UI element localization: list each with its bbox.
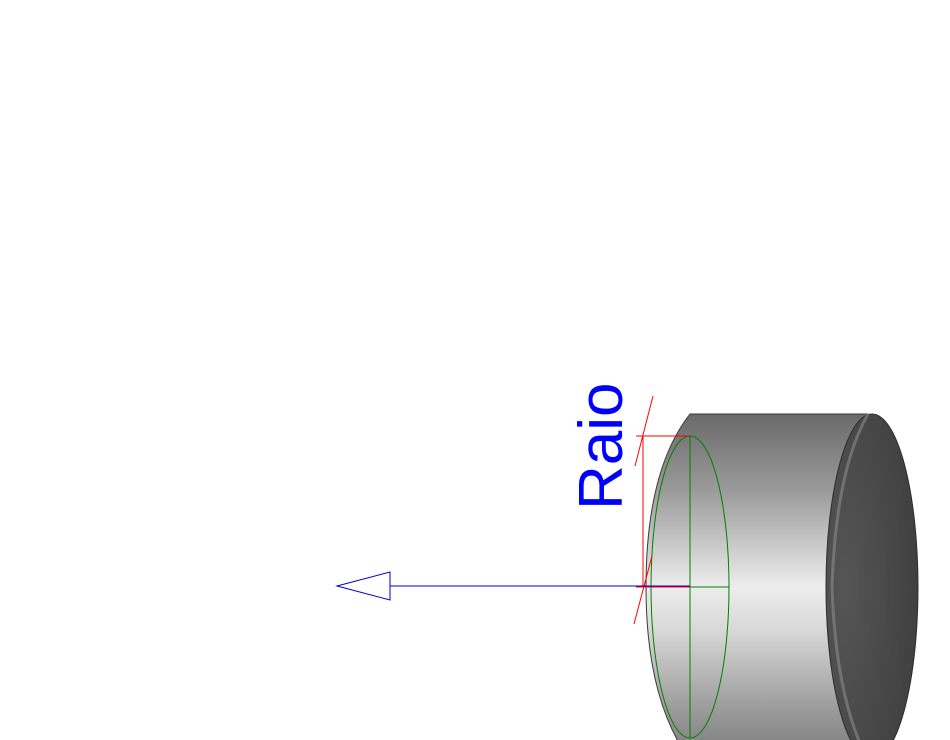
cylinder-solid[interactable] [645,413,919,740]
cylinder-end-face[interactable] [825,413,919,740]
radius-dimension[interactable] [633,395,690,625]
dimension-tick-top [634,395,654,467]
direction-arrow[interactable] [335,571,690,601]
cylinder-rim-shade [830,413,870,740]
dimension-tick-bottom [633,555,653,625]
cylinder-side-surface[interactable] [645,413,869,740]
direction-arrow-head[interactable] [335,571,391,601]
dimension-label-raio[interactable]: Raio [567,382,636,510]
